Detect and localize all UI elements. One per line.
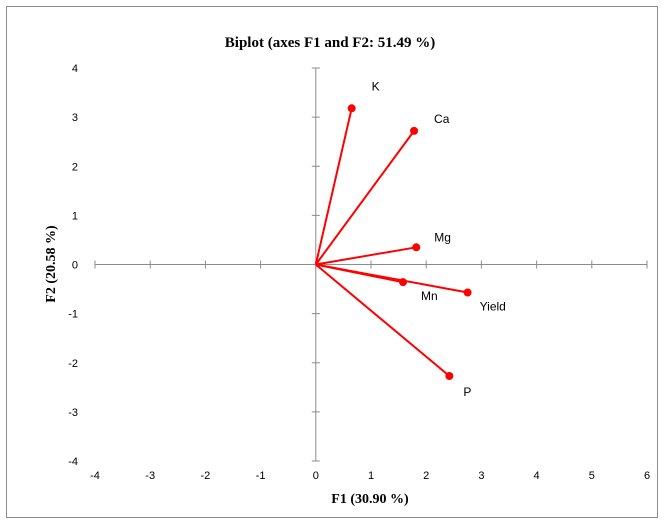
- vector-line-k: [314, 108, 353, 265]
- x-tick-label: -4: [90, 470, 100, 482]
- y-tick-label: -3: [68, 407, 78, 419]
- x-tick-label: 5: [589, 470, 595, 482]
- y-tick-label: -4: [68, 456, 78, 468]
- vector-line-ca: [314, 130, 415, 266]
- x-tick-label: 3: [478, 470, 484, 482]
- point-label-yield: Yield: [480, 300, 506, 314]
- point-p: [445, 372, 454, 381]
- point-yield: [463, 288, 472, 297]
- point-mg: [412, 243, 421, 252]
- x-tick-label: -3: [145, 470, 155, 482]
- x-tick-label: 2: [423, 470, 429, 482]
- x-tick-label: 0: [313, 470, 319, 482]
- point-k: [347, 104, 356, 113]
- vector-line-yield: [315, 263, 468, 294]
- y-tick-label: 1: [72, 210, 78, 222]
- x-axis-title: F1 (30.90 %): [331, 492, 409, 507]
- x-tick-label: 1: [368, 470, 374, 482]
- x-tick-label: 6: [644, 470, 650, 482]
- y-tick-label: 2: [72, 161, 78, 173]
- x-tick-label: 4: [534, 470, 540, 482]
- point-label-ca: Ca: [434, 112, 450, 126]
- point-label-mn: Mn: [421, 289, 438, 303]
- y-tick-label: -1: [68, 309, 78, 321]
- point-ca: [410, 126, 419, 135]
- y-tick-label: 4: [72, 63, 78, 75]
- y-tick-label: 3: [72, 112, 78, 124]
- chart-title: Biplot (axes F1 and F2: 51.49 %): [225, 35, 435, 51]
- point-label-p: P: [463, 385, 471, 399]
- vector-line-p: [315, 263, 451, 377]
- y-axis-title: F2 (20.58 %): [44, 225, 59, 303]
- y-tick-label: 0: [72, 260, 78, 272]
- x-tick-label: -2: [201, 470, 211, 482]
- y-tick-label: -2: [68, 358, 78, 370]
- point-label-k: K: [372, 79, 380, 93]
- x-tick-label: -1: [256, 470, 266, 482]
- point-label-mg: Mg: [434, 230, 451, 244]
- vector-line-mg: [315, 246, 417, 266]
